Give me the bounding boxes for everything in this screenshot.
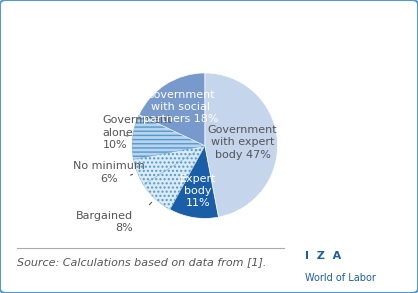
Text: Government
with social
partners 18%: Government with social partners 18% <box>143 90 218 125</box>
Wedge shape <box>143 146 205 209</box>
Text: I  Z  A: I Z A <box>305 251 342 261</box>
Wedge shape <box>170 146 219 219</box>
Wedge shape <box>139 73 205 146</box>
Text: World of Labor: World of Labor <box>305 273 376 283</box>
Wedge shape <box>205 73 278 217</box>
Text: No minimum
6%: No minimum 6% <box>73 161 145 184</box>
Wedge shape <box>132 115 205 159</box>
Text: Government
with expert
body 47%: Government with expert body 47% <box>208 125 277 159</box>
Text: Government
alone
10%: Government alone 10% <box>102 115 172 150</box>
Text: Source: Calculations based on data from [1].: Source: Calculations based on data from … <box>17 257 266 267</box>
Text: Bargained
8%: Bargained 8% <box>76 211 133 233</box>
Wedge shape <box>133 146 205 185</box>
Text: Expert
body
11%: Expert body 11% <box>179 173 216 208</box>
